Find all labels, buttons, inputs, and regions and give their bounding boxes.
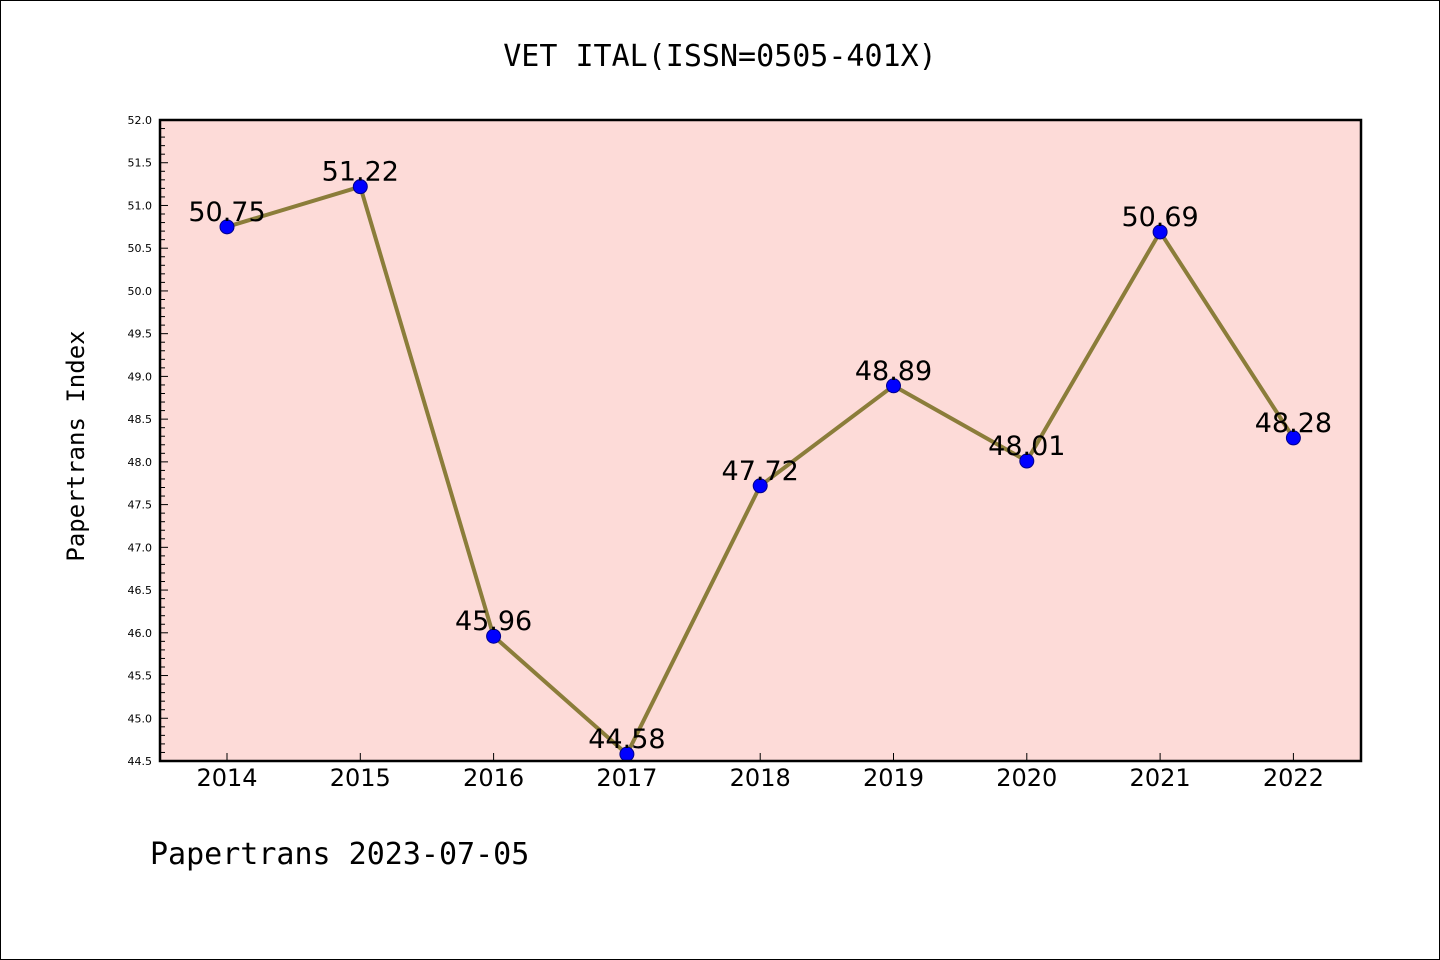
data-point bbox=[886, 378, 901, 394]
y-tick-label: 47.0 bbox=[128, 541, 153, 554]
y-tick-label: 49.0 bbox=[128, 370, 153, 383]
y-tick-label: 46.0 bbox=[128, 627, 153, 640]
data-point bbox=[1285, 430, 1301, 446]
chart-title: VET ITAL(ISSN=0505-401X) bbox=[503, 39, 936, 74]
x-tick-label: 2021 bbox=[1130, 764, 1191, 792]
footer-text: Papertrans 2023-07-05 bbox=[150, 837, 529, 872]
y-tick-label: 50.0 bbox=[128, 285, 153, 298]
data-point bbox=[752, 478, 768, 494]
x-tick-label: 2018 bbox=[730, 764, 791, 792]
x-tick-label: 2019 bbox=[863, 764, 924, 792]
y-tick-label: 51.0 bbox=[128, 199, 153, 212]
x-tick-label: 2014 bbox=[196, 764, 257, 792]
data-point bbox=[1019, 453, 1035, 469]
data-point bbox=[486, 628, 502, 644]
x-tick-label: 2016 bbox=[463, 764, 524, 792]
data-label: 50.69 bbox=[1121, 202, 1198, 233]
x-tick-label: 2022 bbox=[1263, 764, 1324, 792]
data-point bbox=[1152, 224, 1168, 240]
x-tick-label: 2015 bbox=[330, 764, 391, 792]
y-tick-label: 51.5 bbox=[128, 157, 153, 170]
plot-border bbox=[158, 118, 1363, 763]
y-tick-label: 46.5 bbox=[128, 584, 153, 597]
y-axis-title: Papertrans Index bbox=[62, 330, 90, 561]
data-label: 45.96 bbox=[455, 606, 532, 637]
y-tick-label: 49.5 bbox=[128, 328, 153, 341]
data-label: 47.72 bbox=[722, 456, 799, 487]
y-tick-label: 48.5 bbox=[128, 413, 153, 426]
data-label: 48.28 bbox=[1255, 408, 1332, 439]
data-point bbox=[219, 219, 235, 235]
y-tick-label: 45.0 bbox=[128, 712, 153, 725]
data-label: 48.89 bbox=[855, 356, 932, 387]
x-tick-label: 2017 bbox=[596, 764, 657, 792]
y-tick-label: 44.5 bbox=[128, 755, 153, 768]
y-axis: 44.5 45.0 45.5 46.0 46.5 47.0 47.5 48.0 48.5 49.0… bbox=[128, 114, 168, 768]
data-point bbox=[352, 179, 368, 195]
x-axis: 2014 2015 2016 2017 2018 2019 2020 2021 2022 bbox=[196, 753, 1324, 792]
series: 50.75 51.22 45.96 44.58 47.72 48.89 48.01 50.69… bbox=[188, 157, 1332, 762]
data-label: 48.01 bbox=[988, 431, 1065, 462]
y-tick-label: 45.5 bbox=[128, 670, 153, 683]
data-label: 50.75 bbox=[188, 197, 265, 228]
x-tick-label: 2020 bbox=[996, 764, 1057, 792]
data-label: 44.58 bbox=[588, 724, 665, 755]
y-tick-label: 47.5 bbox=[128, 499, 153, 512]
y-tick-label: 52.0 bbox=[128, 114, 153, 127]
data-label: 51.22 bbox=[322, 157, 399, 188]
y-tick-label: 48.0 bbox=[128, 456, 153, 469]
y-tick-label: 50.5 bbox=[128, 242, 153, 255]
